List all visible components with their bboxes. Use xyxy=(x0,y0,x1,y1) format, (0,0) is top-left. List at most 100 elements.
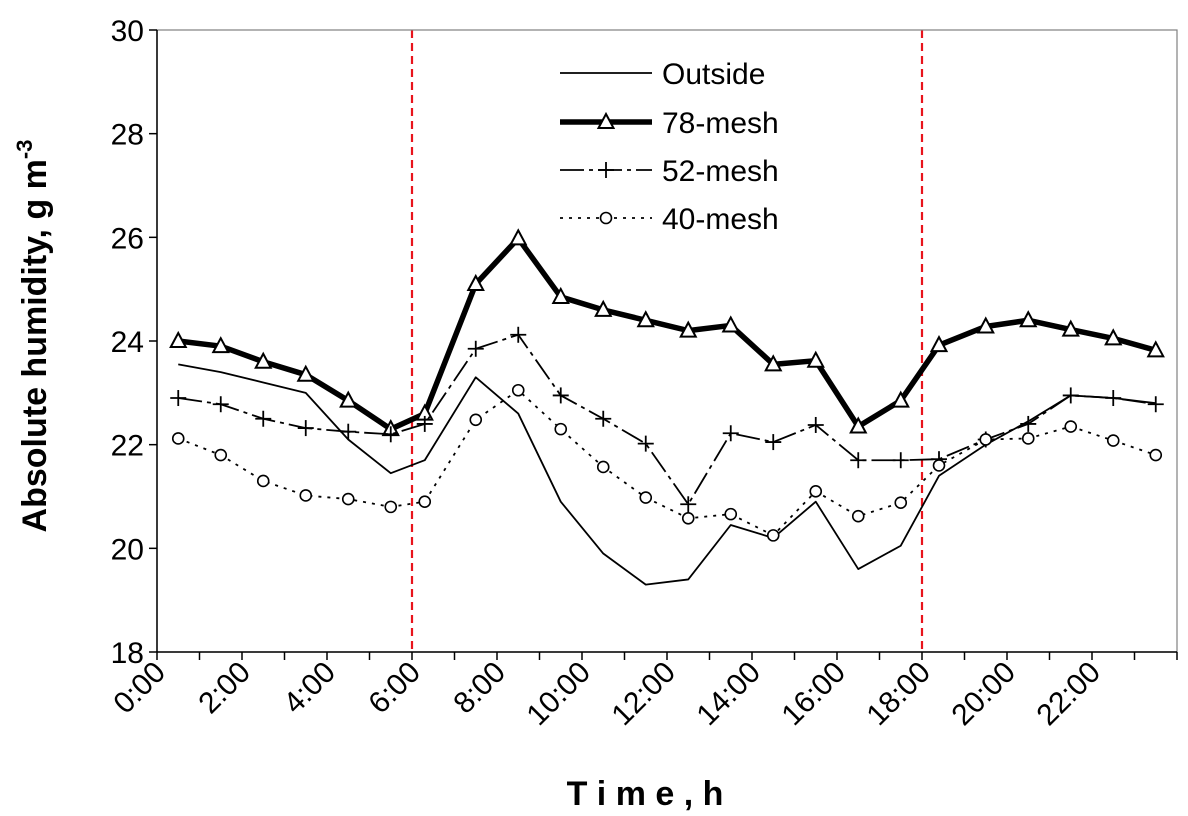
data-point-52-mesh xyxy=(637,435,654,452)
x-tick-label: 22:00 xyxy=(1031,656,1107,732)
y-tick-label: 28 xyxy=(111,119,144,152)
data-point-40-mesh xyxy=(256,474,270,488)
y-axis-title: Absolute humidity, g m-3 xyxy=(12,140,54,533)
data-point-52-mesh xyxy=(765,434,782,451)
series-line-outside xyxy=(178,363,1156,586)
x-tick-label: 2:00 xyxy=(192,656,257,721)
data-point-40-mesh xyxy=(1021,432,1035,445)
data-point-78-mesh xyxy=(976,316,995,334)
data-point-40-mesh xyxy=(724,507,738,521)
series-line-40-mesh xyxy=(177,389,1157,537)
data-point-52-mesh xyxy=(680,496,697,513)
data-point-52-mesh xyxy=(722,425,739,442)
data-point-78-mesh xyxy=(806,350,825,368)
data-point-78-mesh xyxy=(296,364,315,382)
x-tick-label: 4:00 xyxy=(277,656,342,721)
legend-label-40-mesh: 40-mesh xyxy=(662,203,779,236)
data-point-40-mesh xyxy=(639,491,653,504)
x-tick-label: 12:00 xyxy=(606,656,682,732)
x-tick-label: 6:00 xyxy=(362,656,427,721)
data-point-40-mesh xyxy=(469,413,483,427)
series-52-mesh xyxy=(170,326,1164,513)
x-axis-title: T i m e , h xyxy=(567,775,724,813)
y-tick-label: 20 xyxy=(111,533,144,566)
data-point-40-mesh xyxy=(979,433,993,446)
data-point-52-mesh xyxy=(1147,396,1164,413)
data-point-78-mesh xyxy=(721,315,740,333)
data-point-78-mesh xyxy=(594,299,613,317)
series-line-52-mesh xyxy=(178,333,1156,506)
x-tick-label: 16:00 xyxy=(776,656,852,732)
x-tick-label: 10:00 xyxy=(521,656,597,732)
data-point-40-mesh xyxy=(851,509,865,523)
y-tick-label: 18 xyxy=(111,637,144,670)
series-line-78-mesh xyxy=(177,235,1157,432)
legend-marker-40-mesh xyxy=(599,211,613,225)
data-point-52-mesh xyxy=(416,415,433,432)
y-tick-label: 22 xyxy=(111,430,144,463)
data-point-52-mesh xyxy=(467,340,484,357)
y-tick-label: 26 xyxy=(111,222,144,255)
data-point-52-mesh xyxy=(892,452,909,469)
data-point-52-mesh xyxy=(382,426,399,443)
data-point-52-mesh xyxy=(340,423,357,440)
data-point-40-mesh xyxy=(894,496,908,510)
y-tick-label: 24 xyxy=(111,326,144,359)
legend: Outside 78-mesh 52-mesh 40-mesh xyxy=(560,58,779,236)
data-point-78-mesh xyxy=(636,310,655,328)
data-point-78-mesh xyxy=(339,390,358,408)
data-point-78-mesh xyxy=(509,228,528,246)
legend-label-outside: Outside xyxy=(662,58,765,91)
data-point-40-mesh xyxy=(341,492,355,506)
data-point-40-mesh xyxy=(932,459,946,472)
data-point-40-mesh xyxy=(554,422,568,436)
data-point-40-mesh xyxy=(766,529,780,542)
data-point-78-mesh xyxy=(1019,310,1038,328)
data-point-52-mesh xyxy=(850,452,867,469)
data-point-40-mesh xyxy=(1106,434,1120,447)
legend-marker-52-mesh xyxy=(598,162,614,178)
data-point-52-mesh xyxy=(595,410,612,427)
data-point-78-mesh xyxy=(1146,340,1165,358)
data-point-40-mesh xyxy=(1149,448,1163,462)
data-point-52-mesh xyxy=(510,326,527,343)
y-axis-title-main: Absolute humidity, g m xyxy=(16,159,54,532)
data-point-40-mesh xyxy=(1064,420,1078,433)
y-axis-title-superscript: -3 xyxy=(12,140,37,160)
data-point-78-mesh xyxy=(679,320,698,338)
data-point-52-mesh xyxy=(552,387,569,404)
data-point-40-mesh xyxy=(171,432,185,445)
data-point-52-mesh xyxy=(1105,390,1122,407)
data-point-78-mesh xyxy=(169,330,188,348)
series-layer xyxy=(169,228,1165,586)
data-point-40-mesh xyxy=(299,489,313,502)
data-point-78-mesh xyxy=(254,351,273,369)
data-point-40-mesh xyxy=(214,448,228,462)
data-point-52-mesh xyxy=(255,410,272,427)
data-point-78-mesh xyxy=(466,273,485,291)
data-point-78-mesh xyxy=(211,336,230,354)
legend-label-52-mesh: 52-mesh xyxy=(662,155,779,188)
data-point-52-mesh xyxy=(1062,387,1079,404)
data-point-40-mesh xyxy=(418,495,432,508)
legend-marker-78-mesh xyxy=(596,111,616,129)
data-point-78-mesh xyxy=(551,286,570,304)
data-point-78-mesh xyxy=(1061,319,1080,337)
data-point-78-mesh xyxy=(929,335,949,353)
data-point-52-mesh xyxy=(807,416,824,433)
data-point-78-mesh xyxy=(1104,328,1123,346)
y-tick-label: 30 xyxy=(111,15,144,48)
series-78-mesh xyxy=(169,228,1165,437)
legend-label-78-mesh: 78-mesh xyxy=(662,107,779,140)
x-tick-label: 14:00 xyxy=(691,656,767,732)
series-outside xyxy=(178,363,1156,586)
data-point-52-mesh xyxy=(212,396,229,413)
data-point-40-mesh xyxy=(809,485,823,498)
data-point-40-mesh xyxy=(511,383,525,397)
data-point-52-mesh xyxy=(1020,415,1037,432)
x-tick-label: 18:00 xyxy=(861,656,937,732)
data-point-78-mesh xyxy=(891,390,910,408)
series-40-mesh xyxy=(171,383,1163,542)
data-point-52-mesh xyxy=(297,420,314,437)
